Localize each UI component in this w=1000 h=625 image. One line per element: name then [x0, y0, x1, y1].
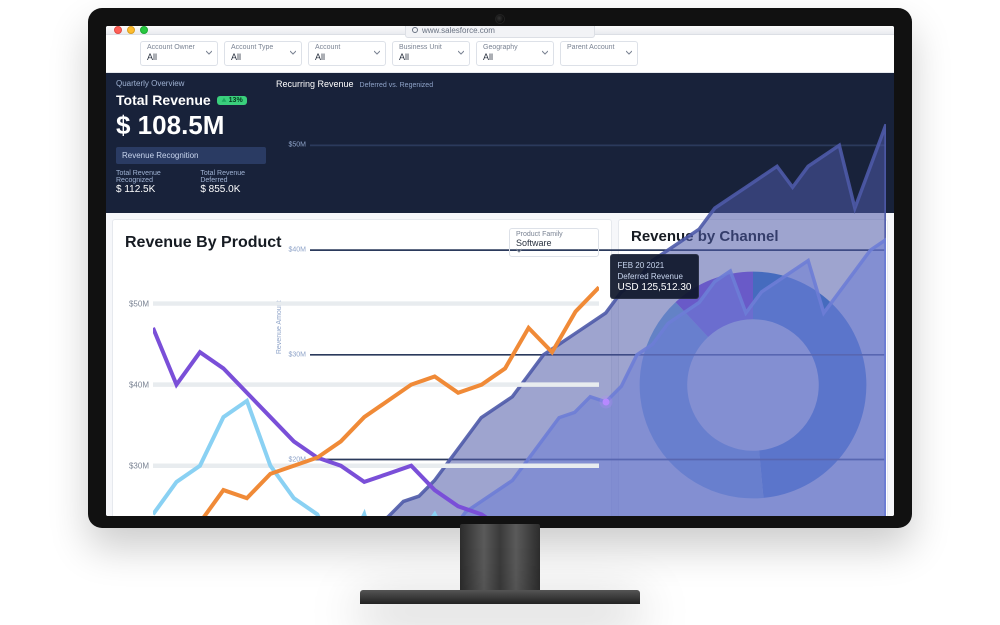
recurring-title: Recurring Revenue — [276, 79, 354, 89]
chevron-down-icon — [626, 50, 632, 56]
close-dot-icon[interactable] — [114, 26, 122, 34]
recurring-subtitle: Deferred vs. Regenized — [360, 82, 434, 89]
tooltip-date: FEB 20 2021 — [618, 260, 692, 271]
overview-band: Quarterly Overview Total Revenue 13% $ 1… — [106, 73, 894, 213]
recurring-revenue-panel: Recurring Revenue Deferred vs. Regenized… — [276, 73, 894, 213]
tooltip-label: Deferred Revenue — [618, 271, 692, 282]
recognized-value: $ 112.5K — [116, 184, 190, 195]
filter-value: All — [231, 52, 295, 63]
filter-value: All — [483, 52, 547, 63]
filter-select[interactable]: GeographyAll — [476, 41, 554, 66]
filter-value: All — [315, 52, 379, 63]
filter-label: Geography — [483, 44, 547, 52]
y-tick-label: $50M — [288, 142, 306, 149]
overview-title: Quarterly Overview — [116, 79, 266, 88]
monitor-stand-neck — [460, 524, 540, 600]
chevron-down-icon — [458, 50, 464, 56]
chevron-down-icon — [542, 50, 548, 56]
minimize-dot-icon[interactable] — [127, 26, 135, 34]
deferred-value: $ 855.0K — [200, 184, 266, 195]
filter-select[interactable]: Business UnitAll — [392, 41, 470, 66]
revenue-by-product-panel: Revenue By Product Product Family Softwa… — [112, 219, 612, 516]
product-select-label: Product Family — [516, 231, 592, 238]
filter-value — [567, 52, 631, 63]
y-tick-label: $40M — [288, 247, 306, 254]
revenue-recognition-section-label: Revenue Recognition — [116, 147, 266, 164]
filter-select[interactable]: AccountAll — [308, 41, 386, 66]
filter-bar: Account OwnerAllAccount TypeAllAccountAl… — [106, 35, 894, 73]
product-y-axis: $50M$40M$30M$20M$10M0 — [119, 263, 153, 516]
camera-dot — [495, 14, 505, 24]
product-plot[interactable] — [153, 263, 599, 516]
y-tick-label: $40M — [129, 380, 149, 389]
maximize-dot-icon[interactable] — [140, 26, 148, 34]
chevron-down-icon — [206, 50, 212, 56]
window-controls[interactable] — [114, 26, 148, 34]
filter-select[interactable]: Account OwnerAll — [140, 41, 218, 66]
trend-up-icon — [221, 97, 226, 103]
chevron-down-icon — [374, 50, 380, 56]
y-tick-label: $30M — [129, 461, 149, 470]
trend-badge-text: 13% — [229, 97, 243, 104]
chevron-down-icon — [516, 248, 592, 254]
filter-select[interactable]: Parent Account — [560, 41, 638, 66]
filter-label: Account — [315, 44, 379, 52]
recognized-label: Total Revenue Recognized — [116, 170, 190, 184]
trend-badge: 13% — [217, 96, 247, 105]
product-family-select[interactable]: Product Family Software — [509, 228, 599, 257]
filter-value: All — [147, 52, 211, 63]
lock-icon — [412, 27, 418, 33]
filter-select[interactable]: Account TypeAll — [224, 41, 302, 66]
recurring-tooltip: FEB 20 2021 Deferred Revenue USD 125,512… — [610, 254, 700, 299]
monitor-frame: www.salesforce.com Account OwnerAllAccou… — [0, 0, 1000, 625]
filter-value: All — [399, 52, 463, 63]
tooltip-value: USD 125,512.30 — [618, 282, 692, 293]
screen: www.salesforce.com Account OwnerAllAccou… — [106, 26, 894, 516]
product-title: Revenue By Product — [125, 234, 281, 252]
filter-label: Account Owner — [147, 44, 211, 52]
deferred-label: Total Revenue Deferred — [200, 170, 266, 184]
total-revenue-label: Total Revenue — [116, 92, 211, 108]
url-text: www.salesforce.com — [422, 26, 495, 35]
overview-left: Quarterly Overview Total Revenue 13% $ 1… — [106, 73, 276, 213]
filter-label: Account Type — [231, 44, 295, 52]
product-select-value: Software — [516, 238, 592, 248]
address-bar[interactable]: www.salesforce.com — [405, 26, 595, 38]
monitor-bezel: www.salesforce.com Account OwnerAllAccou… — [88, 8, 912, 528]
filter-label: Parent Account — [567, 44, 631, 52]
chevron-down-icon — [290, 50, 296, 56]
y-tick-label: $50M — [129, 299, 149, 308]
browser-chrome: www.salesforce.com — [106, 26, 894, 35]
total-revenue-value: $ 108.5M — [116, 110, 266, 141]
monitor-stand-base — [360, 590, 640, 604]
filter-label: Business Unit — [399, 44, 463, 52]
